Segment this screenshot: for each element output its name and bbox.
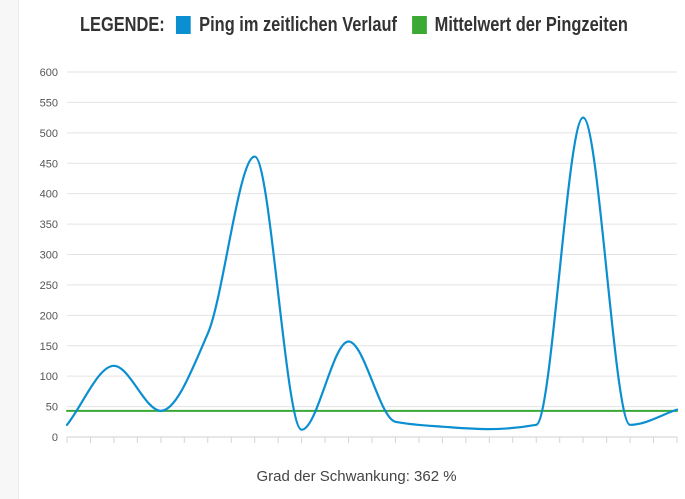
- y-tick-label: 500: [40, 128, 58, 140]
- left-strip: [0, 0, 19, 499]
- grid-lines: [67, 71, 677, 438]
- fluctuation-footer: Grad der Schwankung: 362 %: [0, 468, 685, 485]
- y-tick-label: 50: [46, 402, 58, 414]
- y-tick-label: 0: [52, 432, 58, 444]
- legend-item-average: Mittelwert der Pingzeiten: [411, 13, 628, 37]
- legend-swatch-average: [411, 16, 427, 34]
- y-tick-label: 100: [40, 371, 58, 383]
- legend-item-ping: Ping im zeitlichen Verlauf: [176, 14, 397, 37]
- y-tick-label: 150: [40, 341, 58, 353]
- y-tick-label: 350: [40, 219, 58, 231]
- x-axis-ticks: [66, 437, 678, 443]
- y-tick-label: 450: [40, 158, 58, 170]
- y-tick-label: 600: [40, 67, 58, 79]
- series-lines: [65, 116, 679, 431]
- legend-swatch-ping: [176, 16, 191, 34]
- y-tick-label: 300: [40, 250, 58, 262]
- ping-series-line: [65, 116, 679, 431]
- y-tick-label: 400: [40, 189, 58, 201]
- y-tick-label: 550: [40, 97, 58, 109]
- legend: LEGENDE: Ping im zeitlichen Verlauf Mitt…: [80, 10, 643, 40]
- y-tick-label: 250: [40, 280, 58, 292]
- y-axis-tick-labels: 0 50 100 150 200 250 300 350 400 450 500 550 600: [40, 67, 58, 444]
- fluctuation-text: Grad der Schwankung: 362 %: [256, 468, 457, 485]
- y-tick-label: 200: [40, 310, 58, 322]
- legend-label-average: Mittelwert der Pingzeiten: [434, 13, 628, 36]
- legend-label-ping: Ping im zeitlichen Verlauf: [199, 13, 397, 36]
- legend-title: LEGENDE:: [80, 13, 165, 36]
